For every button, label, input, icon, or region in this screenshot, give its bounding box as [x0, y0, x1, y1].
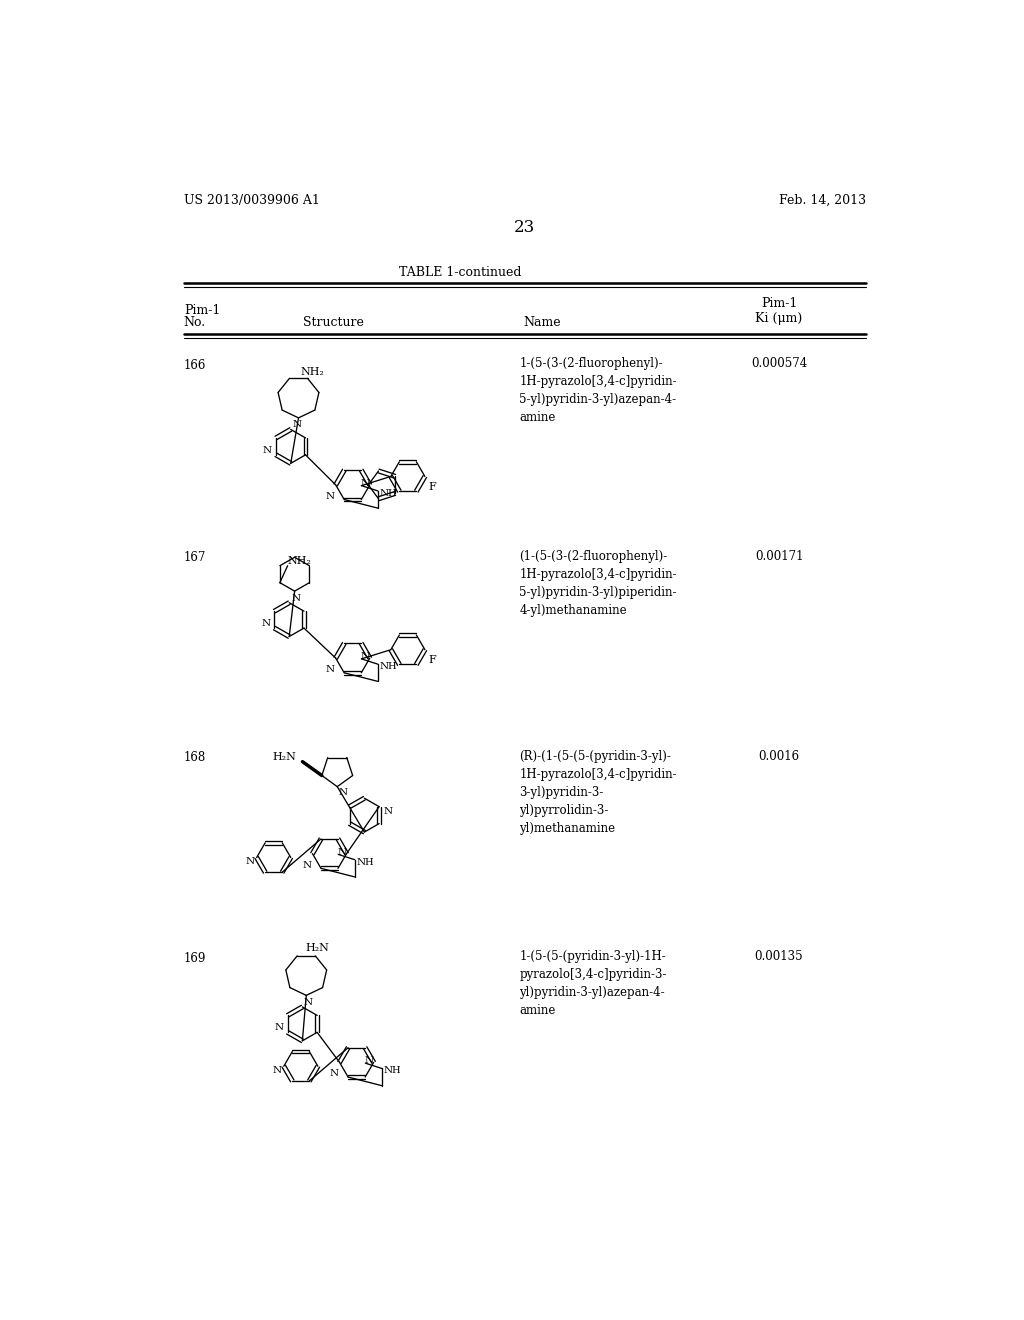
- Text: N: N: [274, 1023, 284, 1032]
- Text: N: N: [326, 492, 335, 500]
- Text: N: N: [365, 1056, 374, 1065]
- Text: 1-(5-(3-(2-fluorophenyl)-
1H-pyrazolo[3,4-c]pyridin-
5-yl)pyridin-3-yl)azepan-4-: 1-(5-(3-(2-fluorophenyl)- 1H-pyrazolo[3,…: [519, 358, 677, 424]
- Text: N: N: [273, 1065, 283, 1074]
- Text: 0.00171: 0.00171: [755, 549, 803, 562]
- Text: N: N: [380, 663, 389, 671]
- Text: H: H: [387, 663, 396, 671]
- Text: H₂N: H₂N: [305, 944, 329, 953]
- Text: F: F: [429, 656, 436, 665]
- Text: N: N: [383, 807, 392, 816]
- Text: N: N: [356, 858, 366, 866]
- Text: 167: 167: [183, 552, 206, 564]
- Text: Name: Name: [523, 315, 561, 329]
- Text: N: N: [360, 652, 370, 661]
- Text: N: N: [338, 847, 347, 857]
- Text: US 2013/0039906 A1: US 2013/0039906 A1: [183, 194, 319, 207]
- Text: 23: 23: [514, 219, 536, 236]
- Text: 0.000574: 0.000574: [751, 358, 807, 370]
- Text: N: N: [360, 479, 370, 488]
- Text: Pim-1: Pim-1: [761, 297, 798, 310]
- Text: TABLE 1-continued: TABLE 1-continued: [399, 265, 522, 279]
- Text: H: H: [365, 858, 373, 866]
- Text: N: N: [303, 998, 312, 1007]
- Text: N: N: [339, 788, 348, 797]
- Text: N: N: [302, 861, 311, 870]
- Text: N: N: [261, 619, 270, 628]
- Text: N: N: [383, 1067, 392, 1076]
- Text: 1-(5-(5-(pyridin-3-yl)-1H-
pyrazolo[3,4-c]pyridin-3-
yl)pyridin-3-yl)azepan-4-
a: 1-(5-(5-(pyridin-3-yl)-1H- pyrazolo[3,4-…: [519, 950, 667, 1016]
- Text: (1-(5-(3-(2-fluorophenyl)-
1H-pyrazolo[3,4-c]pyridin-
5-yl)pyridin-3-yl)piperidi: (1-(5-(3-(2-fluorophenyl)- 1H-pyrazolo[3…: [519, 549, 677, 616]
- Text: F: F: [429, 482, 436, 492]
- Text: N: N: [293, 420, 301, 429]
- Text: N: N: [246, 857, 255, 866]
- Text: Feb. 14, 2013: Feb. 14, 2013: [778, 194, 866, 207]
- Text: N: N: [326, 665, 335, 675]
- Text: N: N: [330, 1069, 339, 1078]
- Text: NH₂: NH₂: [288, 556, 311, 566]
- Text: Pim-1: Pim-1: [183, 305, 220, 317]
- Text: Structure: Structure: [303, 315, 364, 329]
- Text: 169: 169: [183, 952, 206, 965]
- Text: N: N: [380, 488, 389, 498]
- Text: Ki (μm): Ki (μm): [756, 312, 803, 325]
- Text: 0.00135: 0.00135: [755, 950, 803, 964]
- Text: No.: No.: [183, 315, 206, 329]
- Text: H₂N: H₂N: [272, 752, 297, 762]
- Text: N: N: [263, 446, 272, 454]
- Text: 168: 168: [183, 751, 206, 764]
- Text: (R)-(1-(5-(5-(pyridin-3-yl)-
1H-pyrazolo[3,4-c]pyridin-
3-yl)pyridin-3-
yl)pyrro: (R)-(1-(5-(5-(pyridin-3-yl)- 1H-pyrazolo…: [519, 750, 677, 834]
- Text: 166: 166: [183, 359, 206, 372]
- Text: N: N: [292, 594, 301, 602]
- Text: H: H: [387, 488, 396, 498]
- Text: H: H: [391, 1067, 400, 1076]
- Text: NH₂: NH₂: [300, 367, 325, 378]
- Text: 0.0016: 0.0016: [759, 750, 800, 763]
